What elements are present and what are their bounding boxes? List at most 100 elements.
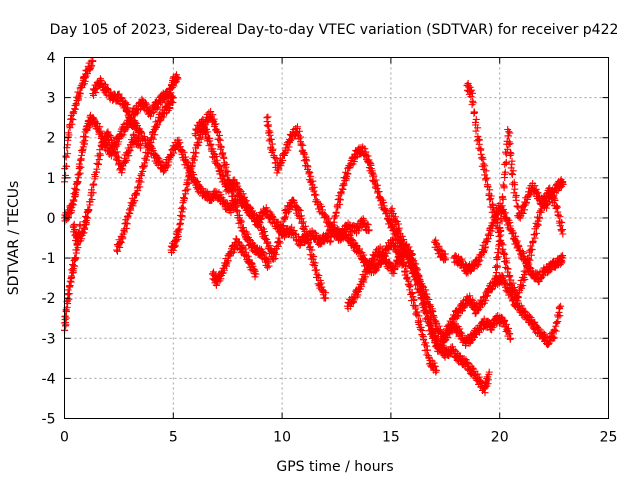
data-point [494, 249, 502, 257]
data-point [64, 150, 72, 158]
data-point [307, 172, 315, 180]
data-point [179, 205, 187, 213]
data-point [247, 207, 255, 215]
data-point [131, 110, 139, 118]
data-point [256, 219, 264, 227]
data-point [183, 159, 191, 167]
data-point [232, 203, 240, 211]
data-point [174, 74, 182, 82]
data-point [137, 129, 145, 137]
data-point [199, 119, 207, 127]
data-point [477, 154, 485, 162]
data-point [318, 283, 326, 291]
data-point [512, 193, 520, 201]
data-point [62, 153, 70, 161]
data-point [245, 236, 253, 244]
data-point [360, 216, 368, 224]
data-point [94, 160, 102, 168]
data-point [317, 279, 325, 287]
data-point [126, 210, 134, 218]
data-point [113, 247, 121, 255]
data-point [64, 286, 72, 294]
data-point [109, 141, 117, 149]
data-point [183, 176, 191, 184]
data-point [265, 262, 273, 270]
data-point [217, 142, 225, 150]
data-point [66, 124, 74, 132]
data-point [224, 168, 232, 176]
data-point [113, 148, 121, 156]
data-point [125, 209, 133, 217]
data-point [191, 153, 199, 161]
data-point [69, 116, 77, 124]
data-point [276, 239, 284, 247]
data-point [504, 265, 512, 273]
data-point [559, 230, 567, 238]
data-point [117, 94, 125, 102]
data-series [69, 128, 145, 249]
y-tick-label: -5 [42, 412, 56, 428]
data-point [252, 270, 260, 278]
data-point [95, 128, 103, 136]
x-tick-label: 20 [491, 430, 509, 446]
data-point [322, 294, 330, 302]
data-point [197, 135, 205, 143]
y-tick-label: 2 [47, 131, 56, 147]
data-point [284, 146, 292, 154]
y-axis-title: SDTVAR / TECUs [6, 181, 22, 296]
data-point [107, 133, 115, 141]
data-point [183, 158, 191, 166]
data-point [71, 105, 79, 113]
data-point [76, 169, 84, 177]
data-point [130, 130, 138, 138]
data-point [299, 141, 307, 149]
data-point [187, 167, 195, 175]
data-point [295, 135, 303, 143]
data-point [97, 76, 105, 84]
data-point [297, 140, 305, 148]
data-point [302, 155, 310, 163]
data-point [279, 222, 287, 230]
y-tick-label: -4 [42, 371, 56, 387]
data-series [191, 115, 330, 302]
data-point [365, 226, 373, 234]
data-point [194, 178, 202, 186]
data-point [72, 101, 80, 109]
data-point [77, 163, 85, 171]
data-point [319, 206, 327, 214]
data-point [91, 175, 99, 183]
data-point [71, 225, 79, 233]
data-series [263, 113, 441, 376]
data-point [309, 177, 317, 185]
data-point [93, 159, 101, 167]
data-point [178, 203, 186, 211]
data-point [194, 125, 202, 133]
data-point [411, 302, 419, 310]
data-point [209, 116, 217, 124]
data-point [72, 185, 80, 193]
data-point [313, 266, 321, 274]
data-point [175, 225, 183, 233]
data-point [144, 149, 152, 157]
data-point [249, 262, 257, 270]
data-point [263, 118, 271, 126]
data-point [234, 238, 242, 246]
data-point [310, 258, 318, 266]
data-point [89, 114, 97, 122]
data-point [212, 153, 220, 161]
data-point [295, 127, 303, 135]
data-point [62, 321, 70, 329]
data-point [142, 156, 150, 164]
data-point [176, 220, 184, 228]
data-point [179, 194, 187, 202]
data-point [89, 189, 97, 197]
data-point [295, 206, 303, 214]
data-point [78, 151, 86, 159]
plot-area [60, 57, 567, 397]
data-point [64, 129, 72, 137]
data-point [127, 206, 135, 214]
data-point [348, 236, 356, 244]
data-point [217, 167, 225, 175]
data-point [153, 153, 161, 161]
data-point [269, 145, 277, 153]
